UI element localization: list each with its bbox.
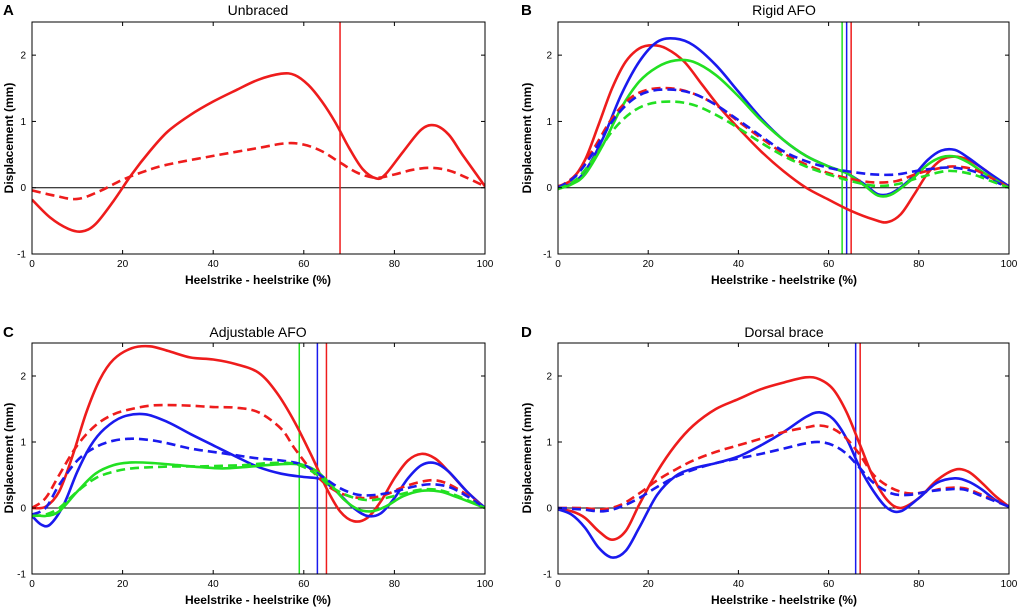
x-tick-label: 60 bbox=[823, 259, 835, 270]
x-tick-label: 100 bbox=[1001, 579, 1018, 590]
series-blue-dashed bbox=[32, 437, 485, 516]
x-tick-label: 40 bbox=[208, 259, 220, 270]
axes-box bbox=[31, 342, 486, 575]
y-tick-label: -1 bbox=[543, 250, 552, 261]
panel-c-letter: C bbox=[3, 324, 14, 341]
y-tick-label: 0 bbox=[20, 504, 26, 515]
x-tick-label: 40 bbox=[733, 259, 745, 270]
panel-b: B Rigid AFO Heelstrike - heelstrike (%) … bbox=[520, 2, 1018, 287]
x-tick-label: 0 bbox=[29, 259, 35, 270]
x-tick-label: 0 bbox=[555, 579, 561, 590]
y-tick-label: 1 bbox=[546, 438, 552, 449]
y-tick-label: 1 bbox=[20, 117, 26, 128]
panel-a-title: Unbraced bbox=[228, 2, 289, 18]
x-tick-label: 100 bbox=[477, 259, 494, 270]
plot-area bbox=[32, 343, 485, 574]
x-tick-label: 80 bbox=[389, 259, 401, 270]
panel-b-ylabel: Displacement (mm) bbox=[520, 83, 534, 194]
panel-d: D Dorsal brace Heelstrike - heelstrike (… bbox=[520, 324, 1018, 607]
x-tick-label: 80 bbox=[913, 259, 925, 270]
y-tick-label: 2 bbox=[20, 372, 26, 383]
panel-b-xlabel: Heelstrike - heelstrike (%) bbox=[711, 273, 857, 287]
x-tick-label: 60 bbox=[298, 259, 310, 270]
series-blue-dashed bbox=[558, 88, 1009, 189]
axes-box bbox=[557, 21, 1010, 255]
panel-c-ylabel: Displacement (mm) bbox=[2, 403, 16, 514]
series-red-dashed bbox=[32, 141, 485, 201]
plot-area bbox=[558, 22, 1009, 254]
panel-d-title: Dorsal brace bbox=[744, 324, 824, 340]
series-red-solid bbox=[558, 43, 1009, 224]
y-tick-label: 2 bbox=[546, 51, 552, 62]
series-green-solid bbox=[32, 461, 485, 518]
x-tick-label: 20 bbox=[643, 259, 655, 270]
x-tick-label: 60 bbox=[823, 579, 835, 590]
x-tick-label: 20 bbox=[643, 579, 655, 590]
y-tick-label: 2 bbox=[20, 51, 26, 62]
x-tick-label: 40 bbox=[733, 579, 745, 590]
series-red-dashed bbox=[32, 403, 485, 510]
y-tick-label: -1 bbox=[543, 570, 552, 581]
series-red-solid bbox=[558, 375, 1009, 541]
panel-c: C Adjustable AFO Heelstrike - heelstrike… bbox=[2, 324, 494, 607]
y-tick-label: 0 bbox=[546, 183, 552, 194]
axes-box bbox=[31, 21, 486, 255]
panel-d-ylabel: Displacement (mm) bbox=[520, 403, 534, 514]
x-tick-label: 0 bbox=[29, 579, 35, 590]
x-tick-label: 20 bbox=[117, 579, 129, 590]
series-red-solid bbox=[32, 71, 485, 234]
panel-a: A Unbraced Heelstrike - heelstrike (%) D… bbox=[2, 2, 494, 287]
x-tick-label: 40 bbox=[208, 579, 220, 590]
series-red-solid bbox=[32, 344, 485, 523]
series-green-solid bbox=[558, 58, 1009, 198]
panel-a-xlabel: Heelstrike - heelstrike (%) bbox=[185, 273, 331, 287]
x-tick-label: 100 bbox=[1001, 259, 1018, 270]
x-tick-label: 20 bbox=[117, 259, 129, 270]
axes-box bbox=[557, 342, 1010, 575]
plot-area bbox=[558, 343, 1009, 574]
y-tick-label: 1 bbox=[546, 117, 552, 128]
series-green-dashed bbox=[558, 100, 1009, 191]
y-tick-label: -1 bbox=[17, 250, 26, 261]
panel-c-title: Adjustable AFO bbox=[209, 324, 306, 340]
x-tick-label: 80 bbox=[913, 579, 925, 590]
panel-d-xlabel: Heelstrike - heelstrike (%) bbox=[711, 593, 857, 607]
panel-a-ylabel: Displacement (mm) bbox=[2, 83, 16, 194]
panel-c-xlabel: Heelstrike - heelstrike (%) bbox=[185, 593, 331, 607]
panel-a-letter: A bbox=[3, 2, 14, 19]
panel-d-letter: D bbox=[521, 324, 532, 341]
x-tick-label: 0 bbox=[555, 259, 561, 270]
y-tick-label: 2 bbox=[546, 372, 552, 383]
y-tick-label: -1 bbox=[17, 570, 26, 581]
series-blue-solid bbox=[558, 410, 1009, 559]
y-tick-label: 0 bbox=[20, 183, 26, 194]
series-red-dashed bbox=[558, 424, 1009, 511]
panel-b-letter: B bbox=[521, 2, 532, 19]
y-tick-label: 0 bbox=[546, 504, 552, 515]
panel-b-title: Rigid AFO bbox=[752, 2, 816, 18]
y-tick-label: 1 bbox=[20, 438, 26, 449]
series-green-dashed bbox=[32, 461, 485, 518]
x-tick-label: 60 bbox=[298, 579, 310, 590]
x-tick-label: 80 bbox=[389, 579, 401, 590]
x-tick-label: 100 bbox=[477, 579, 494, 590]
plot-area bbox=[32, 22, 485, 254]
